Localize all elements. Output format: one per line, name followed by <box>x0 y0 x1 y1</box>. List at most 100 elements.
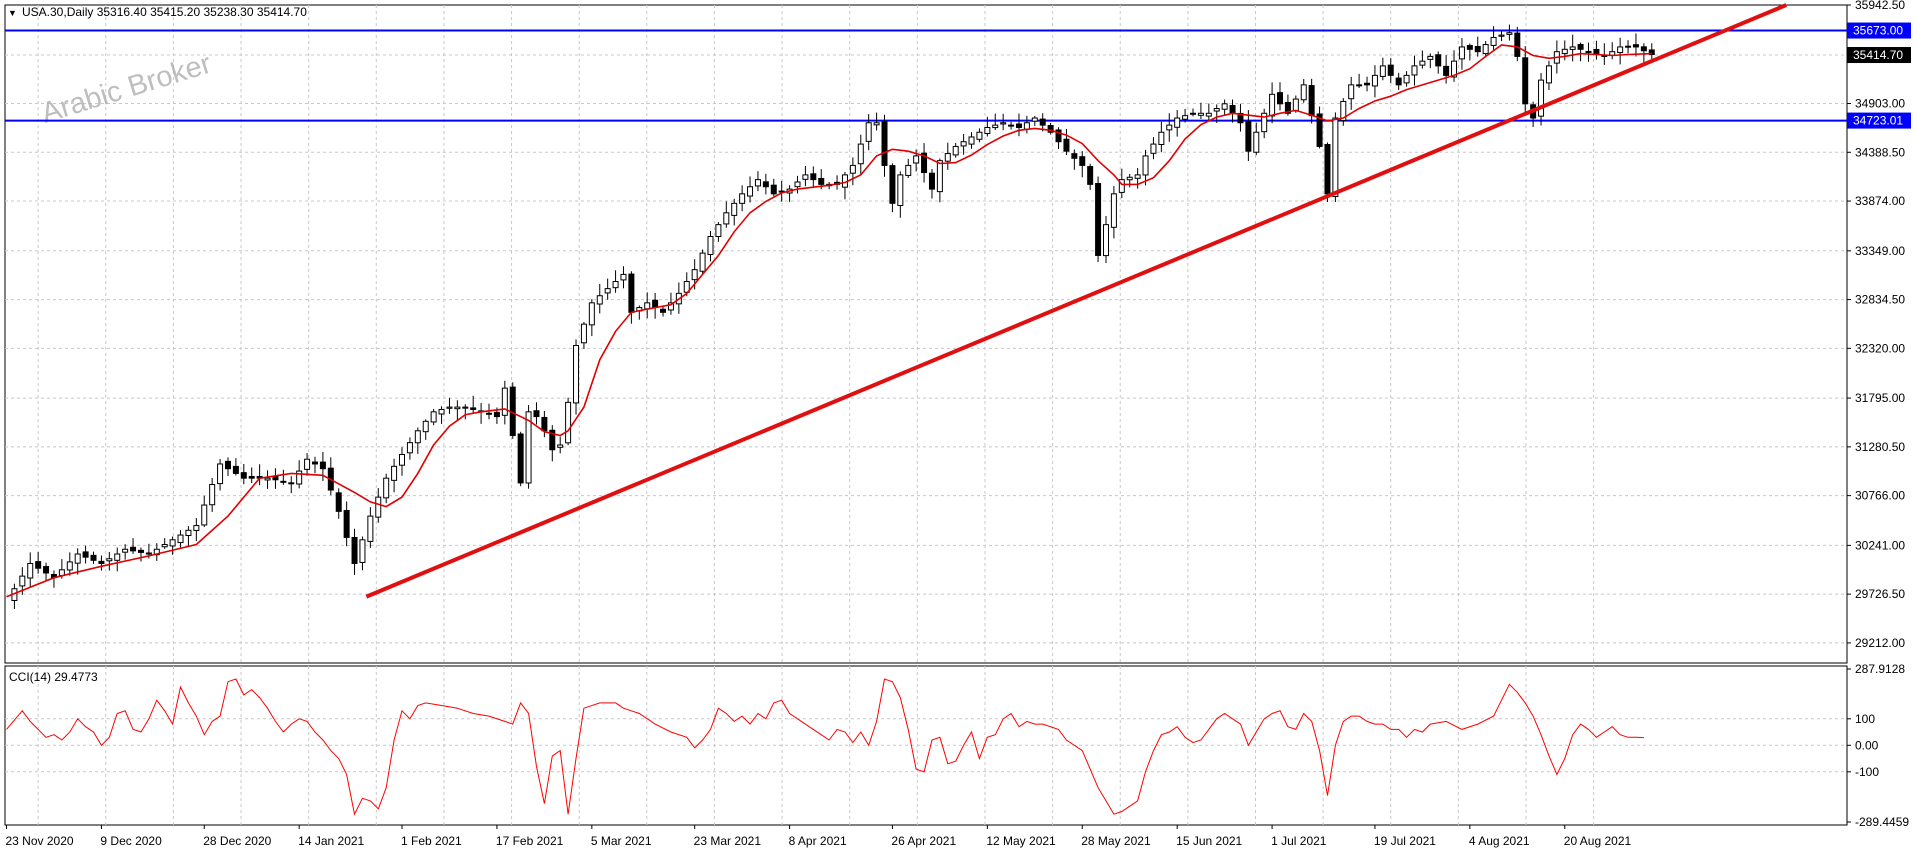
time-tick-label: 9 Dec 2020 <box>100 834 162 848</box>
candle <box>311 456 318 474</box>
time-tick-label: 1 Feb 2021 <box>401 834 462 848</box>
candle-body <box>1142 155 1149 176</box>
candle <box>288 476 295 494</box>
candle-body <box>1316 113 1323 147</box>
candle <box>1332 112 1339 202</box>
candle <box>810 166 817 187</box>
candle-body <box>1371 74 1378 87</box>
candle-body <box>343 510 350 538</box>
candle-body <box>731 202 738 216</box>
candle-body <box>367 515 374 542</box>
candle <box>446 397 453 414</box>
candle-body <box>1545 65 1552 84</box>
candle <box>897 171 904 218</box>
symbol-info: USA.30,Daily 35316.40 35415.20 35238.30 … <box>22 5 307 19</box>
candle-body <box>193 525 200 531</box>
candle-body <box>881 121 888 166</box>
candle <box>612 270 619 293</box>
candle <box>794 175 801 194</box>
candle-body <box>1150 143 1157 154</box>
candle <box>620 266 627 289</box>
time-tick-label: 23 Nov 2020 <box>6 834 74 848</box>
candle <box>1047 122 1054 135</box>
candle-body <box>1443 65 1450 76</box>
time-tick-label: 28 Dec 2020 <box>203 834 271 848</box>
candle <box>438 406 445 424</box>
chart-menu-icon[interactable]: ▼ <box>8 8 17 18</box>
candle <box>1451 50 1458 82</box>
candle <box>1443 55 1450 84</box>
candle-body <box>889 165 896 204</box>
candle <box>335 488 342 519</box>
candle-body <box>240 472 247 479</box>
level-price-label: 35673.00 <box>1853 24 1903 38</box>
candle <box>130 538 137 554</box>
candle <box>1182 108 1189 123</box>
time-tick-label: 15 Jun 2021 <box>1176 834 1242 848</box>
candle <box>217 459 224 491</box>
candle <box>525 405 532 489</box>
candle-body <box>905 164 912 176</box>
candle-body <box>1348 84 1355 100</box>
candle-body <box>232 465 239 474</box>
candle-body <box>1474 45 1481 53</box>
candle-body <box>952 145 959 156</box>
candle-body <box>177 534 184 544</box>
candle <box>383 473 390 504</box>
candle-body <box>1498 34 1505 37</box>
level-price-label-bg <box>1847 112 1911 129</box>
candle <box>770 178 777 197</box>
candle <box>193 518 200 542</box>
candle-body <box>248 475 255 479</box>
candle-body <box>1538 79 1545 117</box>
candle-body <box>1403 74 1410 84</box>
candle <box>1190 108 1196 117</box>
candle-body <box>1102 224 1109 257</box>
candle-body <box>311 461 318 465</box>
candle <box>304 453 311 476</box>
time-tick-label: 28 May 2021 <box>1081 834 1151 848</box>
trendline[interactable] <box>365 3 1788 599</box>
candle-body <box>1427 55 1434 60</box>
candle-body <box>1284 101 1291 114</box>
candle <box>762 173 769 195</box>
time-tick-label: 17 Feb 2021 <box>496 834 564 848</box>
candle-body <box>1063 138 1070 152</box>
candle-body <box>849 164 856 174</box>
candle <box>351 528 358 575</box>
candle-body <box>525 411 532 484</box>
cci-tick-label: -289.4459 <box>1855 815 1909 829</box>
candle-body <box>169 539 176 547</box>
candle <box>1577 42 1584 62</box>
candle-body <box>660 308 667 313</box>
cci-indicator-pane[interactable]: CCI(14) 29.4773 <box>4 665 1848 826</box>
candle-body <box>1079 156 1086 166</box>
candle-body <box>1292 98 1299 112</box>
candle <box>747 176 754 203</box>
candle-body <box>137 549 144 553</box>
candle <box>1213 104 1220 123</box>
candle-body <box>1324 144 1331 195</box>
candle <box>1142 149 1149 186</box>
candle-body <box>1379 65 1386 77</box>
candle-body <box>1482 44 1489 55</box>
candle-body <box>217 463 224 485</box>
candle <box>1545 60 1552 90</box>
candle <box>1458 38 1465 70</box>
candle-body <box>857 143 864 165</box>
candle <box>1110 186 1117 239</box>
candle <box>1387 58 1394 84</box>
cci-tick-label: 287.9128 <box>1855 662 1905 676</box>
candle-body <box>1395 77 1402 86</box>
candle <box>1055 127 1062 150</box>
candle-body <box>1561 48 1568 55</box>
candle-body <box>1008 124 1015 127</box>
cci-line <box>6 678 1644 816</box>
candle <box>161 538 168 549</box>
candle <box>1403 71 1410 87</box>
horizontal-levels[interactable] <box>5 29 1847 122</box>
price-chart-pane[interactable]: Arabic Broker ▼ USA.30,Daily 35316.40 35… <box>4 3 1848 664</box>
candle <box>430 408 437 426</box>
price-axis: 35942.50 35414.70 34903.00 34388.50 33874.00… <box>1847 0 1911 650</box>
